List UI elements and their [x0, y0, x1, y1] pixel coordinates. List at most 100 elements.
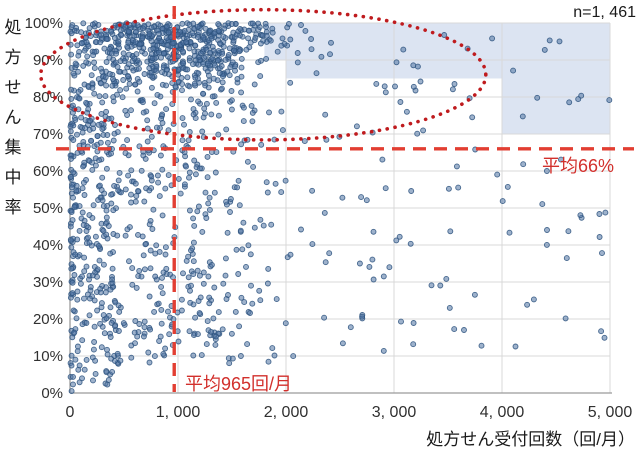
scatter-point: [89, 166, 96, 173]
scatter-point: [192, 42, 199, 49]
scatter-point: [239, 246, 246, 253]
scatter-point: [214, 57, 221, 64]
scatter-point: [68, 86, 75, 93]
y-axis-title-char: 中: [5, 168, 22, 187]
y-tick-label: 10%: [33, 348, 63, 365]
scatter-point: [147, 247, 154, 254]
scatter-point: [244, 158, 251, 165]
scatter-point: [122, 232, 129, 239]
scatter-point: [231, 47, 238, 54]
scatter-point: [437, 282, 444, 289]
scatter-point: [237, 353, 244, 359]
scatter-point: [262, 20, 269, 27]
x-tick-label: 4, 000: [480, 404, 525, 421]
scatter-point: [192, 314, 199, 321]
scatter-point: [184, 66, 191, 73]
scatter-point: [185, 253, 192, 260]
scatter-point: [90, 52, 97, 59]
scatter-point: [152, 250, 159, 257]
y-tick-label: 100%: [25, 15, 63, 32]
scatter-point: [105, 223, 112, 229]
scatter-point: [445, 185, 452, 192]
scatter-point: [80, 142, 87, 149]
scatter-point: [133, 193, 140, 199]
scatter-point: [108, 319, 115, 326]
scatter-point: [106, 45, 113, 52]
scatter-point: [186, 129, 193, 135]
scatter-point: [81, 81, 88, 88]
scatter-point: [91, 323, 98, 330]
scatter-point: [83, 39, 90, 46]
scatter-point: [148, 133, 155, 140]
scatter-point: [117, 58, 124, 65]
scatter-point: [156, 338, 163, 344]
scatter-point: [81, 366, 88, 373]
scatter-point: [228, 330, 235, 337]
scatter-point: [119, 94, 126, 101]
scatter-point: [82, 125, 89, 131]
scatter-point: [113, 50, 119, 57]
scatter-point: [219, 326, 226, 333]
scatter-point: [98, 187, 105, 193]
y-tick-label: 20%: [33, 311, 63, 328]
scatter-point: [163, 82, 170, 89]
scatter-point: [244, 341, 251, 348]
scatter-point: [68, 51, 75, 58]
scatter-point: [599, 250, 605, 257]
y-tick-label: 50%: [33, 200, 63, 217]
scatter-point: [160, 269, 167, 276]
y-axis-title-char: ん: [5, 108, 22, 127]
mean-lines: [56, 6, 634, 392]
scatter-point: [116, 68, 123, 75]
scatter-point: [196, 272, 203, 279]
y-axis-title-char: 集: [5, 138, 22, 157]
scatter-point: [236, 48, 243, 55]
scatter-point: [252, 34, 259, 41]
scatter-point: [97, 320, 104, 327]
scatter-point: [84, 53, 91, 60]
scatter-point: [258, 141, 265, 148]
scatter-point: [116, 169, 123, 176]
scatter-point: [234, 76, 241, 82]
scatter-point: [356, 260, 363, 267]
scatter-point: [222, 272, 229, 279]
scatter-point: [125, 61, 132, 68]
scatter-point: [111, 357, 118, 364]
scatter-point: [90, 377, 96, 384]
scatter-point: [223, 126, 230, 133]
scatter-point: [109, 265, 116, 272]
scatter-point: [218, 85, 225, 92]
scatter-point: [107, 286, 114, 293]
scatter-point: [186, 83, 193, 90]
scatter-point: [178, 296, 185, 303]
scatter-point: [120, 77, 127, 83]
scatter-point: [204, 174, 211, 181]
scatter-point: [220, 33, 227, 40]
scatter-point: [278, 108, 285, 115]
scatter-point: [70, 137, 77, 143]
scatter-point: [558, 156, 564, 163]
scatter-point: [396, 233, 403, 240]
scatter-point: [132, 180, 139, 187]
scatter-point: [215, 131, 222, 138]
scatter-point: [86, 157, 93, 164]
scatter-point: [122, 186, 129, 193]
scatter-point: [76, 227, 83, 234]
scatter-point: [181, 149, 188, 156]
scatter-point: [80, 20, 87, 27]
scatter-point: [81, 192, 88, 198]
scatter-point: [279, 127, 286, 134]
scatter-point: [74, 288, 81, 295]
x-tick-label: 0: [66, 404, 75, 421]
scatter-point: [198, 352, 205, 359]
scatter-point: [222, 255, 229, 262]
scatter-point: [80, 179, 87, 186]
scatter-point: [141, 198, 148, 205]
scatter-point: [255, 20, 262, 27]
scatter-point: [213, 149, 220, 156]
scatter-point: [606, 97, 613, 104]
scatter-point: [596, 211, 603, 217]
scatter-point: [257, 216, 264, 223]
scatter-point: [228, 88, 235, 94]
